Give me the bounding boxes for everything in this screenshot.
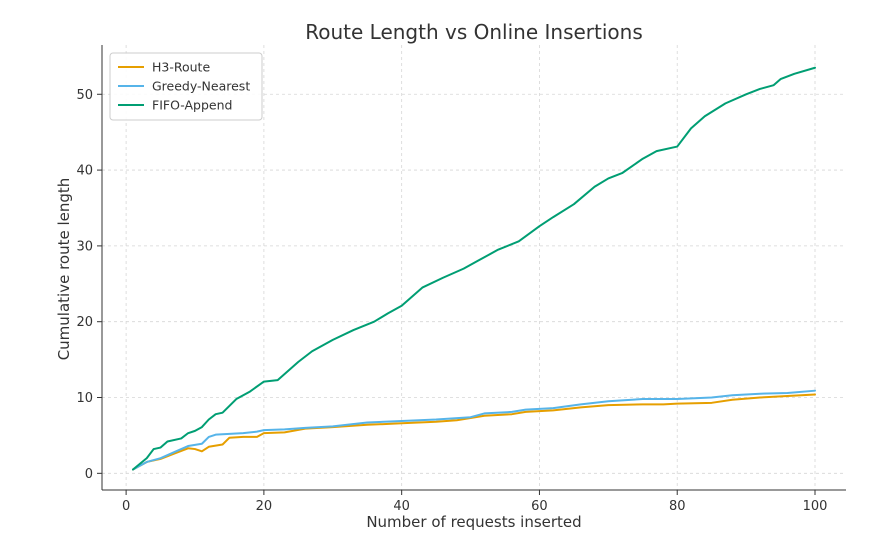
x-tick-label: 100 (803, 499, 828, 514)
tick-marks: 0 20 40 60 80 100 0 10 20 30 40 50 (76, 88, 827, 514)
y-tick-label: 50 (76, 88, 93, 103)
y-tick-label: 20 (76, 315, 93, 330)
y-tick-label: 10 (76, 391, 93, 406)
chart-title: Route Length vs Online Insertions (305, 20, 643, 44)
series-lines (132, 66, 816, 471)
x-tick-label: 0 (122, 499, 130, 514)
x-tick-label: 20 (256, 499, 273, 514)
x-axis-label: Number of requests inserted (366, 513, 581, 531)
y-tick-label: 40 (76, 164, 93, 179)
legend-entry: FIFO-Append (152, 98, 232, 113)
x-tick-label: 60 (531, 499, 548, 514)
legend-box (109, 52, 263, 121)
legend: H3-Route Greedy-Nearest FIFO-Append (109, 52, 263, 121)
series-line-greedy-nearest (132, 389, 816, 471)
legend-entry: H3-Route (152, 60, 210, 75)
series-line-fifo-append (132, 66, 816, 471)
axes (101, 45, 846, 491)
y-axis-label: Cumulative route length (55, 178, 73, 361)
series-line-h3-route (132, 393, 816, 471)
y-tick-label: 0 (85, 467, 93, 482)
y-tick-label: 30 (76, 239, 93, 254)
x-tick-label: 40 (393, 499, 410, 514)
legend-entry: Greedy-Nearest (152, 79, 250, 94)
x-tick-label: 80 (669, 499, 686, 514)
